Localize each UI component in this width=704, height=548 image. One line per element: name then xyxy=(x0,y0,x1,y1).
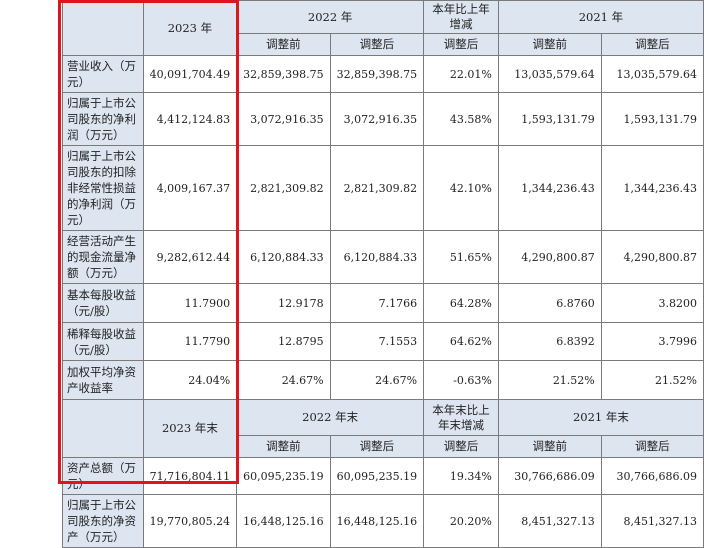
cell-v2023: 4,009,167.37 xyxy=(142,145,238,231)
cell-v2021-before: 1,344,236.43 xyxy=(497,145,602,231)
cell-v2021-after: 8,451,327.13 xyxy=(600,494,704,548)
cell-v2022-after: 60,095,235.19 xyxy=(329,457,425,495)
cell-yoy: 64.28% xyxy=(423,283,499,323)
cell-v2022-before: 6,120,884.33 xyxy=(236,230,331,284)
row-label: 资产总额（万元） xyxy=(62,457,144,495)
cell-v2021-after: 3.8200 xyxy=(600,283,704,323)
cell-v2022-before: 32,859,398.75 xyxy=(236,55,331,93)
cell-v2021-before: 30,766,686.09 xyxy=(497,457,602,495)
cell-yoy: -0.63% xyxy=(423,360,499,400)
subheader-2022-before: 调整前 xyxy=(236,435,331,458)
header-row: 2023 年 2022 年本年比上年增减 2021 年 xyxy=(62,0,704,56)
financial-summary-table: 2023 年 2022 年本年比上年增减 2021 年调整前 调整后 调整后 调整前 调整后… xyxy=(62,0,704,548)
cell-v2022-before: 12.9178 xyxy=(236,283,331,323)
cell-v2021-before: 4,290,800.87 xyxy=(497,230,602,284)
cell-yoy: 19.34% xyxy=(423,457,499,495)
header-row: 2023 年末 2022 年末 本年末比上年末增减 2021 年末 xyxy=(62,399,704,458)
subheader-2021-after: 调整后 xyxy=(600,33,704,56)
header-corner-cell xyxy=(62,0,144,56)
cell-v2022-after: 7.1766 xyxy=(329,283,425,323)
cell-yoy: 43.58% xyxy=(423,92,499,146)
header-corner-cell xyxy=(62,399,144,458)
cell-v2022-before: 24.67% xyxy=(236,360,331,400)
table-row: 归属于上市公司股东的净资产（万元） 19,770,805.24 16,448,125… xyxy=(62,494,704,548)
cell-v2021-before: 6.8760 xyxy=(497,283,602,323)
subheader-yoy-after: 调整后 xyxy=(423,435,499,458)
cell-v2021-after: 21.52% xyxy=(600,360,704,400)
cell-v2021-before: 8,451,327.13 xyxy=(497,494,602,548)
cell-v2021-after: 30,766,686.09 xyxy=(600,457,704,495)
cell-yoy: 22.01% xyxy=(423,55,499,93)
row-label: 加权平均净资产收益率 xyxy=(62,360,144,400)
cell-v2021-after: 3.7996 xyxy=(600,322,704,361)
row-label: 营业收入（万元） xyxy=(62,55,144,93)
cell-yoy: 20.20% xyxy=(423,494,499,548)
cell-v2023: 71,716,804.11 xyxy=(142,457,238,495)
subheader-2022-after: 调整后 xyxy=(329,435,425,458)
cell-v2021-before: 21.52% xyxy=(497,360,602,400)
cell-v2021-after: 1,593,131.79 xyxy=(600,92,704,146)
cell-v2022-before: 16,448,125.16 xyxy=(236,494,331,548)
cell-v2023: 9,282,612.44 xyxy=(142,230,238,284)
table-row: 归属于上市公司股东的扣除非经常性损益的净利润（万元） 4,009,167.37 2,… xyxy=(62,145,704,231)
cell-v2021-before: 13,035,579.64 xyxy=(497,55,602,93)
subheader-2021-before: 调整前 xyxy=(497,33,602,56)
cell-v2021-after: 1,344,236.43 xyxy=(600,145,704,231)
cell-v2022-after: 24.67% xyxy=(329,360,425,400)
header-2023: 2023 年 xyxy=(142,0,238,56)
cell-yoy: 42.10% xyxy=(423,145,499,231)
cell-v2022-after: 32,859,398.75 xyxy=(329,55,425,93)
subheader-2021-before: 调整前 xyxy=(497,435,602,458)
table-row: 稀释每股收益（元/股） 11.7790 12.8795 7.1553 64.62% 6.8… xyxy=(62,322,704,361)
cell-yoy: 51.65% xyxy=(423,230,499,284)
cell-v2021-after: 4,290,800.87 xyxy=(600,230,704,284)
cell-v2022-after: 3,072,916.35 xyxy=(329,92,425,146)
cell-v2021-before: 6.8392 xyxy=(497,322,602,361)
cell-v2021-before: 1,593,131.79 xyxy=(497,92,602,146)
row-label: 归属于上市公司股东的净利润（万元） xyxy=(62,92,144,146)
cell-v2022-after: 2,821,309.82 xyxy=(329,145,425,231)
row-label: 基本每股收益（元/股） xyxy=(62,283,144,323)
cell-v2022-before: 12.8795 xyxy=(236,322,331,361)
cell-v2023: 11.7900 xyxy=(142,283,238,323)
subheader-row: 调整前 调整后 调整后 调整前 调整后 xyxy=(63,33,704,56)
cell-v2022-before: 60,095,235.19 xyxy=(236,457,331,495)
header-2022: 2022 年 xyxy=(236,0,425,34)
cell-v2023: 24.04% xyxy=(142,360,238,400)
cell-v2022-before: 2,821,309.82 xyxy=(236,145,331,231)
cell-v2023: 11.7790 xyxy=(142,322,238,361)
cell-v2022-after: 6,120,884.33 xyxy=(329,230,425,284)
row-label: 归属于上市公司股东的净资产（万元） xyxy=(62,494,144,548)
header-2021: 2021 年末 xyxy=(497,399,704,436)
cell-v2022-after: 7.1553 xyxy=(329,322,425,361)
subheader-yoy-after: 调整后 xyxy=(423,33,499,56)
header-yoy: 本年比上年增减 xyxy=(423,0,499,34)
header-yoy: 本年末比上年末增减 xyxy=(423,399,499,436)
cell-yoy: 64.62% xyxy=(423,322,499,361)
table-row: 基本每股收益（元/股） 11.7900 12.9178 7.1766 64.28% 6.8… xyxy=(62,283,704,323)
cell-v2021-after: 13,035,579.64 xyxy=(600,55,704,93)
table-row: 资产总额（万元） 71,716,804.11 60,095,235.19 60,095… xyxy=(62,457,704,495)
table-row: 营业收入（万元） 40,091,704.49 32,859,398.75 32,859… xyxy=(62,55,704,93)
table-row: 经营活动产生的现金流量净额（万元） 9,282,612.44 6,120,884.3… xyxy=(62,230,704,284)
cell-v2023: 19,770,805.24 xyxy=(142,494,238,548)
header-2022: 2022 年末 xyxy=(236,399,425,436)
subheader-2021-after: 调整后 xyxy=(600,435,704,458)
subheader-2022-after: 调整后 xyxy=(329,33,425,56)
cell-v2022-before: 3,072,916.35 xyxy=(236,92,331,146)
cell-v2023: 4,412,124.83 xyxy=(142,92,238,146)
table-row: 加权平均净资产收益率 24.04% 24.67% 24.67% -0.63% 21.52%… xyxy=(62,360,704,400)
header-2021: 2021 年 xyxy=(497,0,704,34)
table-row: 归属于上市公司股东的净利润（万元） 4,412,124.83 3,072,916.3… xyxy=(62,92,704,146)
subheader-2022-before: 调整前 xyxy=(236,33,331,56)
cell-v2022-after: 16,448,125.16 xyxy=(329,494,425,548)
header-2023: 2023 年末 xyxy=(142,399,238,458)
cell-v2023: 40,091,704.49 xyxy=(142,55,238,93)
row-label: 经营活动产生的现金流量净额（万元） xyxy=(62,230,144,284)
row-label: 稀释每股收益（元/股） xyxy=(62,322,144,361)
row-label: 归属于上市公司股东的扣除非经常性损益的净利润（万元） xyxy=(62,145,144,231)
